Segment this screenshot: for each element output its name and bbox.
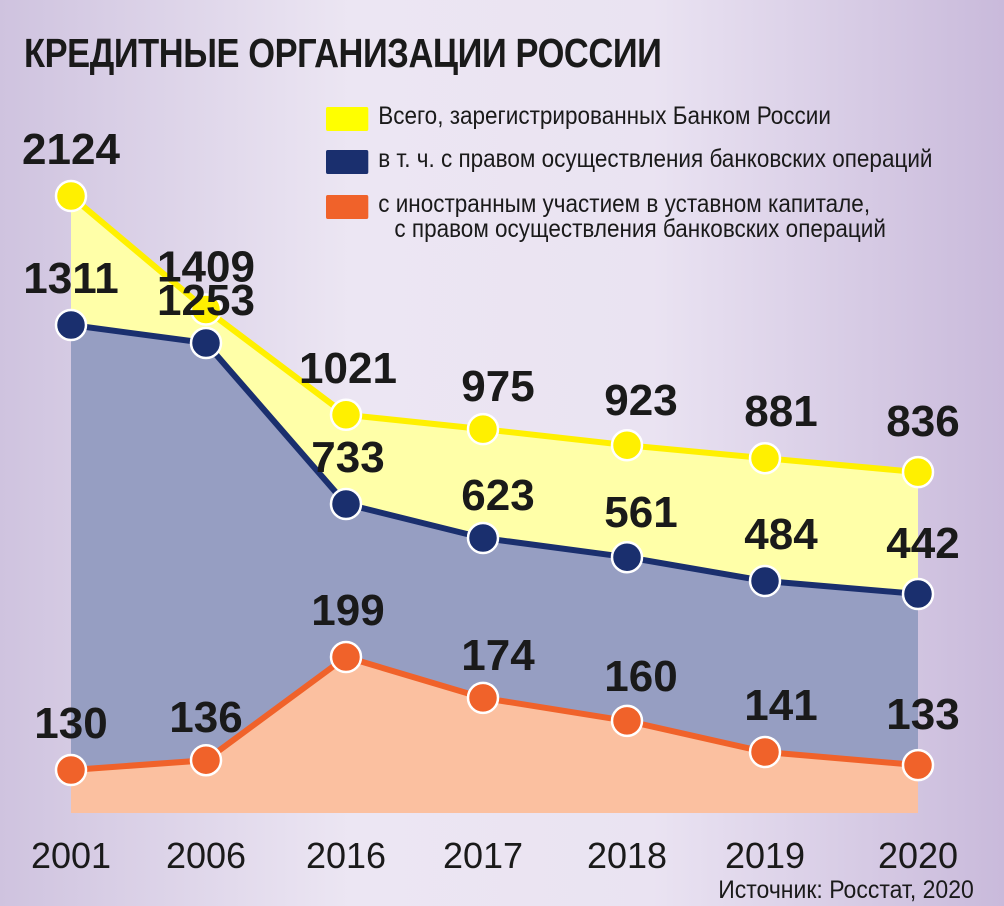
- point-licensed-2001: [54, 308, 88, 342]
- point-licensed-2017: [466, 521, 500, 555]
- point-licensed-2020: [901, 577, 935, 611]
- area-licensed: [71, 325, 918, 813]
- value-label-total-2020: 836: [886, 397, 959, 446]
- point-licensed-2016: [329, 487, 363, 521]
- legend-swatch-total: [326, 107, 369, 131]
- value-label-foreign-2006: 136: [169, 693, 242, 742]
- x-tick-label-2018: 2018: [587, 835, 667, 876]
- x-tick-label-2006: 2006: [166, 835, 246, 876]
- point-total-2017: [466, 412, 500, 446]
- point-total-2016: [329, 398, 363, 432]
- point-total-2006: [189, 293, 223, 326]
- value-label-total-2017: 975: [461, 362, 534, 411]
- value-label-licensed-2006: 1253: [157, 276, 255, 325]
- area-foreign: [71, 657, 918, 813]
- x-tick-label-2001: 2001: [31, 835, 111, 876]
- value-label-total-2006: 1409: [157, 243, 255, 292]
- value-label-total-2016: 1021: [299, 344, 397, 393]
- legend-item-licensed: в т. ч. с правом осуществления банковски…: [326, 145, 933, 174]
- point-foreign-2001: [54, 753, 88, 787]
- legend-label-total: Всего, зарегистрированных Банком России: [378, 102, 831, 130]
- point-licensed-2006: [189, 326, 223, 360]
- value-label-foreign-2016: 199: [311, 586, 384, 635]
- point-foreign-2006: [189, 743, 223, 777]
- value-label-total-2001: 2124: [22, 125, 120, 174]
- legend-item-total: Всего, зарегистрированных Банком России: [326, 102, 929, 131]
- point-foreign-2020: [901, 748, 935, 782]
- value-label-licensed-2019: 484: [744, 510, 818, 559]
- value-label-total-2018: 923: [604, 376, 677, 425]
- value-label-foreign-2018: 160: [604, 652, 677, 701]
- x-tick-label-2016: 2016: [306, 835, 386, 876]
- point-foreign-2017: [466, 681, 500, 715]
- point-licensed-2019: [748, 564, 782, 598]
- point-total-2019: [748, 441, 782, 475]
- x-tick-label-2020: 2020: [878, 835, 958, 876]
- value-label-licensed-2016: 733: [311, 433, 384, 482]
- legend: Всего, зарегистрированных Банком России …: [326, 104, 996, 242]
- point-foreign-2016: [329, 640, 363, 674]
- point-total-2001: [54, 179, 88, 213]
- value-label-licensed-2001: 1311: [23, 254, 118, 303]
- x-tick-label-2017: 2017: [443, 835, 523, 876]
- legend-item-foreign: с иностранным участием в уставном капита…: [326, 192, 929, 242]
- chart-title: КРЕДИТНЫЕ ОРГАНИЗАЦИИ РОССИИ: [24, 30, 662, 76]
- value-label-licensed-2020: 442: [886, 519, 959, 568]
- point-licensed-2018: [610, 540, 644, 574]
- point-total-2018: [610, 428, 644, 462]
- value-label-licensed-2018: 561: [604, 488, 677, 537]
- value-label-licensed-2017: 623: [461, 471, 534, 520]
- value-label-total-2019: 881: [744, 387, 817, 436]
- legend-label-foreign: с иностранным участием в уставном капита…: [378, 190, 871, 218]
- legend-swatch-licensed: [326, 150, 369, 174]
- legend-label-foreign-line2: с правом осуществления банковских операц…: [394, 215, 886, 243]
- point-total-2020: [901, 455, 935, 489]
- legend-swatch-foreign: [326, 195, 369, 219]
- value-label-foreign-2020: 133: [886, 690, 959, 739]
- value-label-foreign-2019: 141: [744, 681, 817, 730]
- source-note: Источник: Росстат, 2020: [718, 876, 974, 904]
- value-label-foreign-2017: 174: [461, 631, 535, 680]
- legend-label-licensed: в т. ч. с правом осуществления банковски…: [378, 145, 933, 173]
- x-tick-label-2019: 2019: [725, 835, 805, 876]
- point-foreign-2019: [748, 735, 782, 769]
- value-label-foreign-2001: 130: [34, 699, 107, 748]
- point-foreign-2018: [610, 704, 644, 738]
